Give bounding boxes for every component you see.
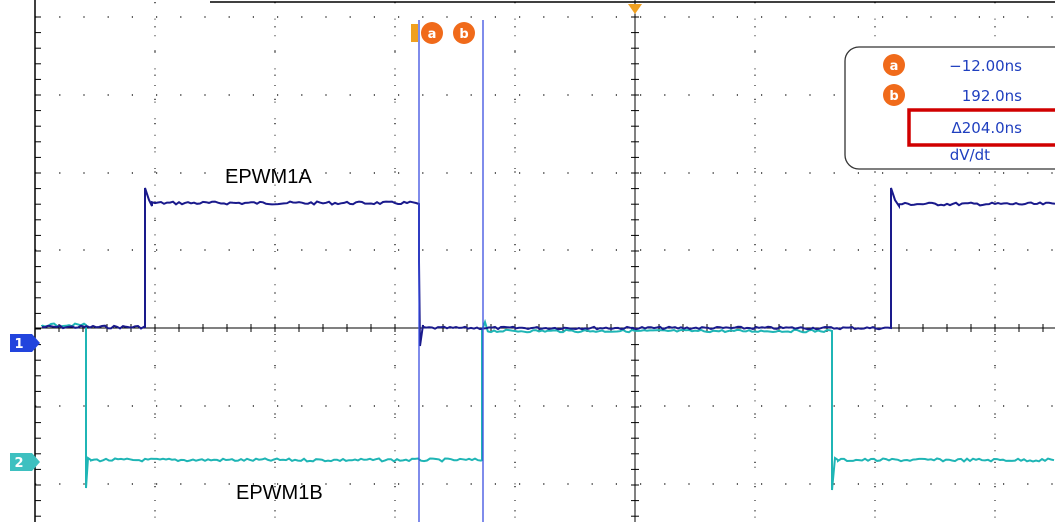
svg-text:1: 1 [14,337,23,352]
channel-1-trace [41,187,1055,347]
cursor-b-marker[interactable]: b [453,22,475,44]
delta-readout: Δ204.0ns [951,119,1022,137]
svg-text:b: b [459,27,468,42]
cursor-a-readout: −12.00ns [949,57,1022,75]
channel-2-marker[interactable]: 2 [10,453,40,471]
cursor-readout-panel: a −12.00ns b 192.0ns Δ204.0ns dV/dt [844,46,1055,170]
cursor-b-readout: 192.0ns [962,87,1022,105]
channel-1-marker[interactable]: 1 [10,334,40,352]
graticule-grid [35,2,1055,522]
svg-text:b: b [889,89,898,104]
channel-2-trace [41,318,1055,491]
channel-2-label: EPWM1B [236,482,323,504]
svg-text:2: 2 [14,456,23,471]
svg-text:a: a [428,27,437,42]
readout-mode: dV/dt [950,146,990,164]
cursor-a-marker[interactable]: a [411,22,443,44]
channel-1-label: EPWM1A [225,166,312,188]
cursor-b-icon: b [883,84,905,106]
svg-text:a: a [890,59,899,74]
cursor-a-icon: a [883,54,905,76]
trigger-position-marker[interactable] [628,4,642,14]
delta-highlight-box [907,108,1055,147]
